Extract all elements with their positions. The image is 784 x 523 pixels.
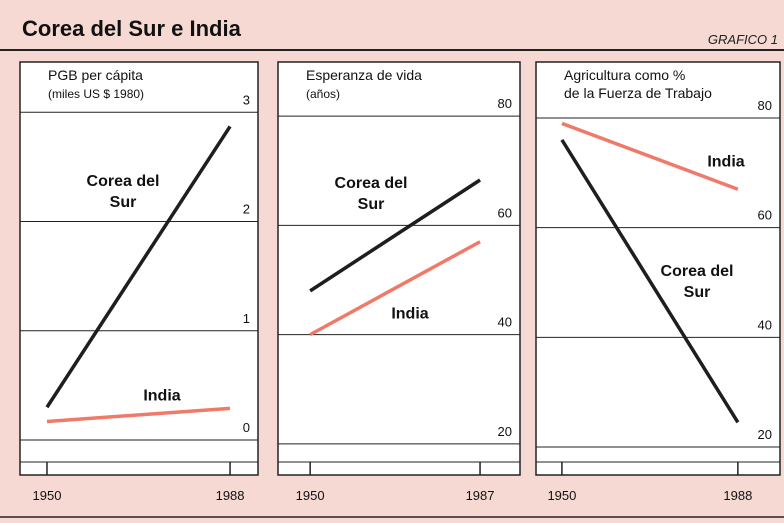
panel [535, 61, 781, 476]
series-line [309, 178, 482, 293]
x-tick-label: 1950 [33, 488, 62, 503]
panel-subtitle: de la Fuerza de Trabajo [564, 85, 712, 101]
panel-subtitle: (años) [306, 87, 340, 101]
series-line [560, 138, 740, 424]
y-tick-label: 60 [758, 208, 772, 223]
y-tick-label: 2 [243, 202, 250, 217]
panel-title: Esperanza de vida [306, 67, 422, 83]
panel-subtitle: (miles US $ 1980) [48, 87, 144, 101]
panel-title: Agricultura como % [564, 67, 685, 83]
y-tick-label: 80 [758, 98, 772, 113]
y-tick-label: 40 [498, 315, 512, 330]
x-tick-label: 1987 [466, 488, 495, 503]
y-tick-label: 80 [498, 96, 512, 111]
series-line [561, 121, 739, 191]
y-tick-label: 0 [243, 420, 250, 435]
series-label: India [391, 305, 429, 323]
y-tick-label: 20 [498, 424, 512, 439]
x-tick-label: 1988 [216, 488, 245, 503]
series-label: Corea del Sur [86, 173, 160, 211]
series-line [45, 125, 232, 409]
x-tick-label: 1950 [547, 488, 576, 503]
y-tick-label: 3 [243, 92, 250, 107]
y-tick-label: 20 [758, 427, 772, 442]
y-tick-label: 60 [498, 205, 512, 220]
x-tick-label: 1950 [296, 488, 325, 503]
y-tick-label: 40 [758, 317, 772, 332]
x-tick-label: 1988 [723, 488, 752, 503]
series-label: India [707, 153, 745, 171]
y-tick-label: 1 [243, 311, 250, 326]
series-line [46, 406, 231, 424]
series-label: India [143, 387, 181, 405]
page-title: Corea del Sur e India [22, 16, 242, 41]
figure-label: GRAFICO 1 [708, 32, 778, 47]
panel-title: PGB per cápita [48, 67, 143, 83]
series-label: Corea del Sur [660, 263, 734, 301]
series-label: Corea del Sur [334, 175, 408, 213]
panel [277, 61, 521, 476]
series-line [309, 240, 481, 337]
